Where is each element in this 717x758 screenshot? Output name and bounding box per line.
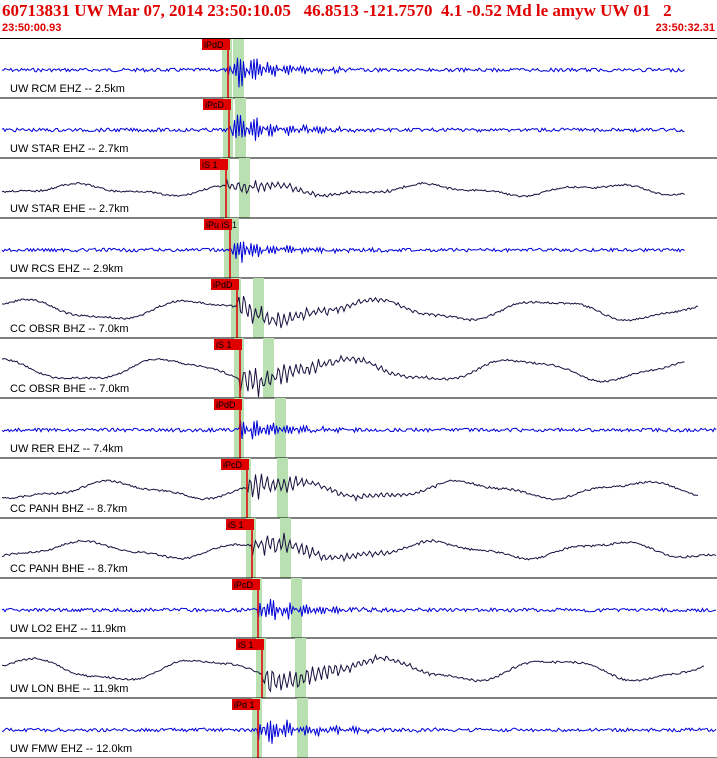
station-label: CC OBSR BHZ -- 7.0km [10,323,129,335]
p-pick-band [220,158,230,218]
station-label: UW LON BHE -- 11.9km [10,683,128,695]
waveform-line [1,473,699,503]
trace-panel: iPu iS 1 UW RCS EHZ -- 2.9km [0,218,717,279]
waveform-line [1,420,717,440]
pick-marker [214,339,242,350]
s-pick-band [297,698,308,758]
station-label: CC OBSR BHE -- 7.0km [10,383,129,395]
pick-marker [204,219,232,230]
pick-marker [211,279,239,290]
p-pick-band [252,698,262,758]
trace-panel: iS 1 CC PANH BHE -- 8.7km [0,518,717,579]
waveform-line [1,114,685,141]
s-pick-band [263,338,274,398]
station-label: CC PANH BHZ -- 8.7km [10,503,127,515]
pick-label: iS 1 [202,160,218,170]
trace-panel: iS 1 UW LON BHE -- 11.9km [0,638,717,699]
trace-panel: iPcD CC PANH BHZ -- 8.7km [0,458,717,519]
p-pick-band [234,338,244,398]
station-label: UW STAR EHE -- 2.7km [10,203,129,215]
pick-label: iS 1 [228,520,244,530]
station-label: UW STAR EHZ -- 2.7km [10,143,128,155]
pick-marker [226,519,254,530]
pick-label: iPu iS 1 [206,220,237,230]
trace-panel: iPdD UW RER EHZ -- 7.4km [0,398,717,459]
start-time-label: 23:50:00.93 [2,22,62,34]
trace-panel: iPcD UW LO2 EHZ -- 11.9km [0,578,717,639]
waveform-line [1,295,699,329]
pick-marker [236,639,264,650]
station-label: UW RCM EHZ -- 2.5km [10,83,125,95]
record-header: 60713831 UW Mar 07, 2014 23:50:10.05 46.… [0,0,717,38]
pick-marker [232,699,260,710]
pick-label: iPcD [205,100,225,110]
p-pick-band [231,278,241,338]
pick-label: iS 1 [216,340,232,350]
s-pick-band [239,158,250,218]
s-pick-band [291,578,302,638]
pick-marker [203,99,231,110]
p-pick-band [223,98,233,158]
trace-panel: iS 1 UW STAR EHE -- 2.7km [0,158,717,219]
waveform-line [1,719,717,744]
station-label: UW RCS EHZ -- 2.9km [10,263,123,275]
pick-label: iPdD [204,40,224,50]
pick-label: iPcD [223,460,243,470]
trace-panel: iS 1 CC OBSR BHE -- 7.0km [0,338,717,399]
s-pick-band [253,278,264,338]
waveform-line [1,241,685,263]
station-label: UW LO2 EHZ -- 11.9km [10,623,126,635]
station-label: CC PANH BHE -- 8.7km [10,563,128,575]
trace-panel: iPdD CC OBSR BHZ -- 7.0km [0,278,717,339]
trace-panel: iPcD UW STAR EHZ -- 2.7km [0,98,717,159]
trace-panel: iPd 1 UW FMW EHZ -- 12.0km [0,698,717,758]
pick-marker [200,159,228,170]
waveform-line [1,599,717,621]
pick-label: iPdD [216,400,236,410]
p-pick-band [256,638,266,698]
waveform-line [1,532,717,563]
station-label: UW FMW EHZ -- 12.0km [10,743,132,755]
waveform-line [1,653,705,693]
p-pick-band [252,578,262,638]
s-pick-band [295,638,306,698]
pick-marker [202,39,230,50]
s-pick-band [235,98,246,158]
seismogram-plot: iPdD UW RCM EHZ -- 2.5km iPcD UW STAR EHZ -… [0,38,717,758]
waveform-line [1,57,685,88]
waveform-line [1,354,685,398]
event-title: 60713831 UW Mar 07, 2014 23:50:10.05 46.… [2,1,672,20]
pick-label: iS 1 [238,640,254,650]
station-label: UW RER EHZ -- 7.4km [10,443,123,455]
end-time-label: 23:50:32.31 [655,22,715,34]
s-pick-band [275,398,286,458]
pick-marker [221,459,249,470]
pick-label: iPd 1 [234,700,255,710]
trace-panel: iPdD UW RCM EHZ -- 2.5km [0,38,717,99]
s-pick-band [280,518,291,578]
waveform-line [1,178,685,198]
pick-label: iPdD [213,280,233,290]
pick-marker [214,399,242,410]
pick-label: iPcD [234,580,254,590]
pick-marker [232,579,260,590]
